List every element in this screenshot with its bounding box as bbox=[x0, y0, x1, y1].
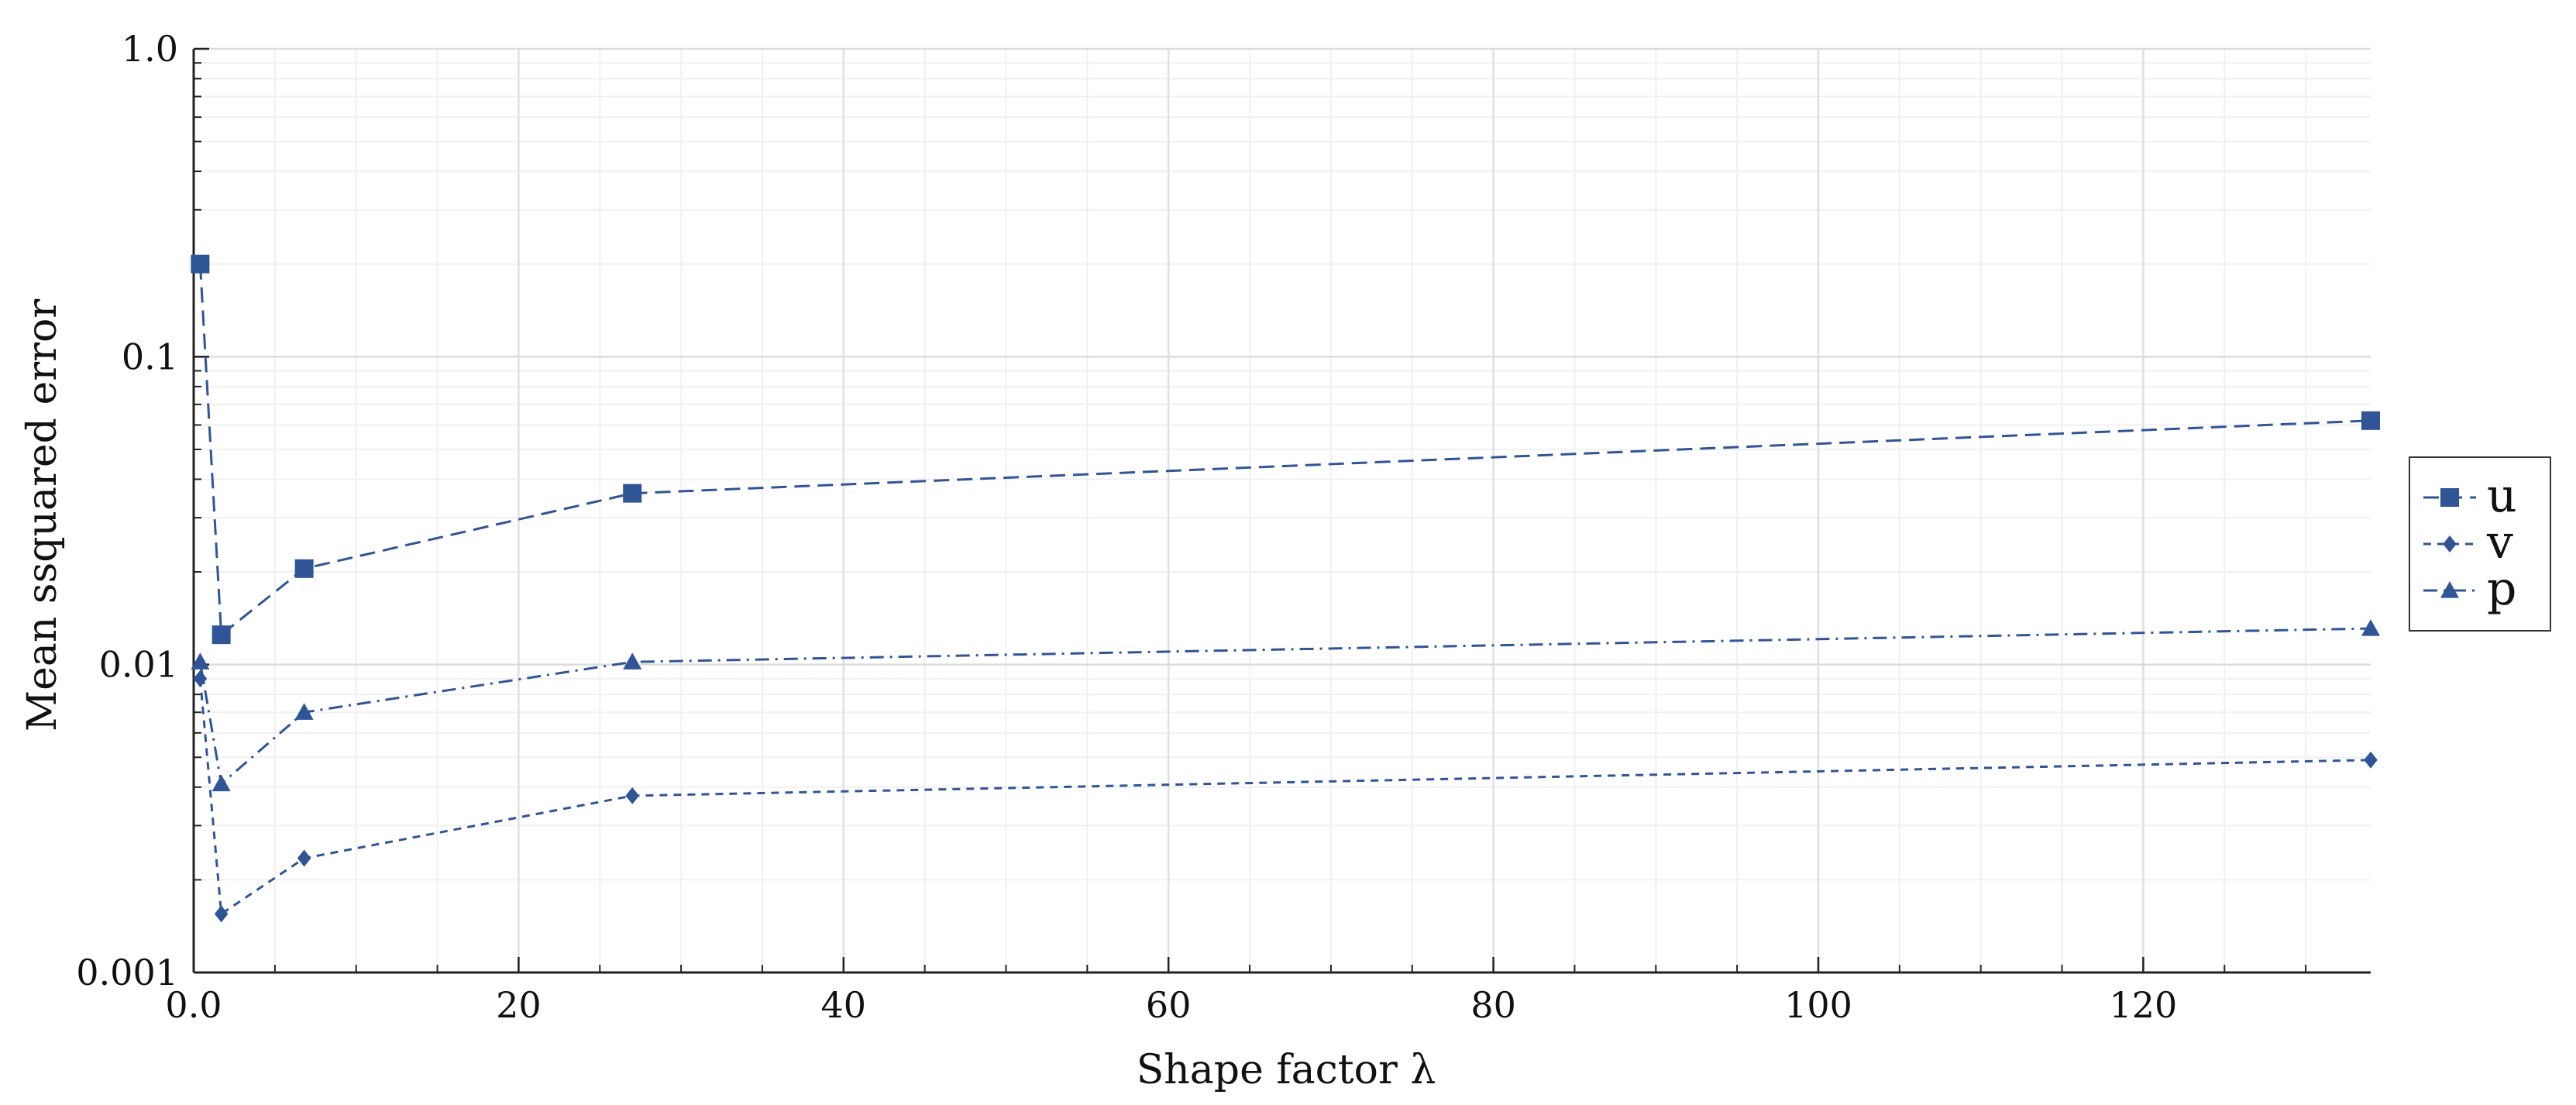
series-p bbox=[191, 619, 2380, 792]
x-tick-label: 120 bbox=[2110, 984, 2178, 1026]
series-u-point bbox=[623, 484, 642, 503]
legend-label-v: v bbox=[2486, 515, 2513, 570]
series-v bbox=[193, 670, 2378, 923]
series-p-point bbox=[212, 774, 231, 792]
legend: uvp bbox=[2409, 456, 2551, 632]
grid bbox=[194, 47, 2371, 972]
x-tick-label: 60 bbox=[1146, 984, 1192, 1026]
series-v-line bbox=[198, 678, 2371, 917]
legend-label-p: p bbox=[2487, 562, 2516, 616]
y-axis-title: Mean ssquared error bbox=[19, 299, 66, 732]
series-v-point bbox=[2364, 751, 2378, 769]
legend-box bbox=[2409, 456, 2551, 632]
series-v-point bbox=[214, 905, 229, 923]
series-v-point bbox=[625, 787, 639, 804]
x-tick-label: 100 bbox=[1784, 984, 1852, 1026]
y-tick-label: 0.001 bbox=[76, 952, 178, 993]
legend-marker-v bbox=[2443, 535, 2457, 552]
series-p-point bbox=[294, 703, 314, 720]
series-u-point bbox=[212, 625, 231, 645]
x-tick-label: 80 bbox=[1470, 984, 1516, 1026]
axes: 0.0 20 40 60 80 100 120 0.001 0.01 0.1 1.0 bbox=[76, 28, 2371, 1026]
x-tick-label: 0.0 bbox=[165, 984, 222, 1026]
y-tick-label: 1.0 bbox=[122, 28, 178, 70]
legend-label-u: u bbox=[2487, 469, 2517, 523]
series-p-point bbox=[623, 652, 642, 670]
series-u-point bbox=[191, 254, 210, 274]
series-v-point bbox=[297, 849, 311, 867]
series-u-point bbox=[2361, 411, 2380, 430]
series-p-line bbox=[198, 627, 2371, 787]
x-tick-label: 20 bbox=[496, 984, 542, 1026]
x-tick-label: 40 bbox=[821, 984, 867, 1026]
legend-marker-p bbox=[2440, 581, 2459, 598]
series-layer bbox=[191, 254, 2380, 923]
y-tick-label: 0.1 bbox=[122, 336, 178, 377]
series-u bbox=[191, 254, 2380, 645]
series-p-point bbox=[2361, 619, 2380, 636]
series-v-point bbox=[193, 670, 208, 687]
y-tick-label: 0.01 bbox=[99, 644, 178, 686]
series-u-point bbox=[294, 559, 314, 578]
series-p-point bbox=[191, 652, 210, 670]
x-axis-title: Shape factor λ bbox=[1137, 1047, 1436, 1093]
legend-marker-u bbox=[2440, 488, 2459, 507]
